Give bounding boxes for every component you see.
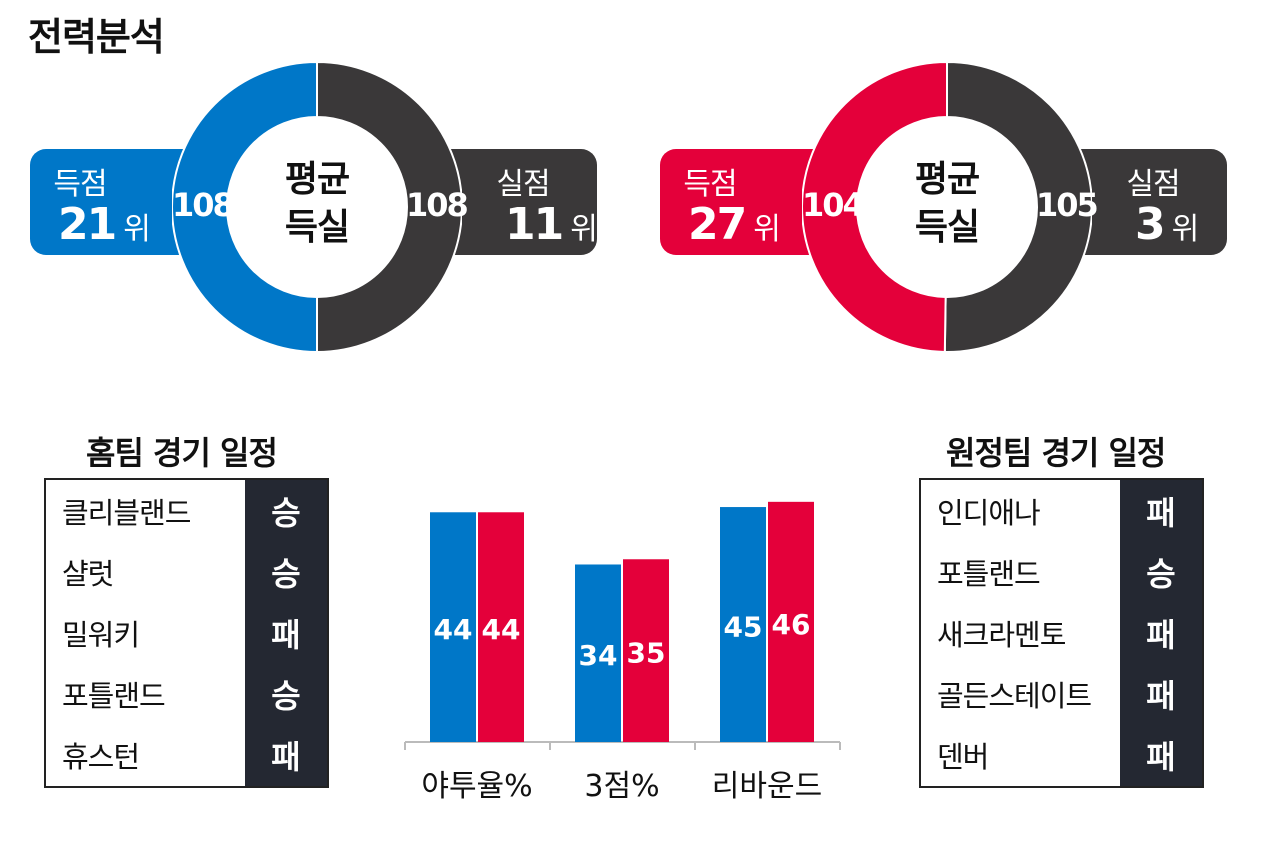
- game-result: 패: [1146, 738, 1176, 776]
- bar: [768, 501, 814, 742]
- away-donut-chart: 104 105 평균 득실: [802, 62, 1099, 352]
- table-row: 포틀랜드 승: [46, 663, 327, 725]
- data-label: 46: [772, 608, 811, 641]
- away-scored-rank: 27 위: [688, 199, 781, 250]
- stats-bar-chart: 44 44 야투율% 34 35 3점% 45 46 리바운드: [400, 470, 850, 810]
- table-row: 골든스테이트 패: [921, 663, 1202, 725]
- game-result: 패: [1146, 494, 1176, 532]
- opponent-name: 골든스테이트: [937, 679, 1092, 713]
- data-label: 34: [579, 639, 618, 672]
- home-schedule-title: 홈팀 경기 일정: [86, 434, 278, 472]
- home-avg-allowed-value: 108: [406, 186, 469, 224]
- game-result: 패: [1146, 677, 1176, 715]
- table-row: 샬럿 승: [46, 541, 327, 603]
- opponent-name: 밀워키: [62, 618, 140, 652]
- opponent-name: 클리블랜드: [62, 496, 191, 530]
- data-label: 35: [627, 637, 666, 670]
- table-row: 클리블랜드 승: [46, 480, 327, 542]
- opponent-name: 새크라멘토: [937, 618, 1066, 652]
- category-label: 야투율%: [421, 769, 532, 804]
- home-allowed-label: 실점: [496, 167, 550, 202]
- opponent-name: 포틀랜드: [62, 679, 166, 713]
- home-donut-center-label: 평균 득실: [284, 159, 350, 248]
- donut-slice-allowed: [316, 62, 462, 352]
- donut-slice-scored: [802, 62, 948, 352]
- game-result: 승: [1146, 555, 1176, 593]
- away-allowed-label: 실점: [1126, 167, 1180, 202]
- away-schedule-title: 원정팀 경기 일정: [946, 434, 1166, 472]
- bar: [430, 512, 476, 742]
- table-row: 덴버 패: [921, 724, 1202, 786]
- table-row: 포틀랜드 승: [921, 541, 1202, 603]
- game-result: 패: [271, 616, 301, 654]
- away-avg-allowed-value: 105: [1036, 186, 1099, 224]
- bar: [478, 512, 524, 742]
- opponent-name: 인디애나: [937, 496, 1041, 530]
- opponent-name: 샬럿: [62, 557, 114, 591]
- data-label: 44: [434, 613, 473, 646]
- game-result: 승: [271, 494, 301, 532]
- home-result-column: [245, 480, 327, 786]
- home-scored-label: 득점: [53, 167, 107, 202]
- home-schedule-table: 클리블랜드 승 샬럿 승 밀워키 패 포틀랜드 승 휴스턴 패: [44, 478, 329, 788]
- opponent-name: 휴스턴: [62, 740, 140, 774]
- table-row: 휴스턴 패: [46, 724, 327, 786]
- table-row: 밀워키 패: [46, 602, 327, 664]
- data-label: 44: [482, 613, 521, 646]
- bar: [623, 559, 669, 742]
- game-result: 패: [1146, 616, 1176, 654]
- opponent-name: 덴버: [937, 740, 989, 774]
- home-summary: 득점 21 위 실점 11 위 108 108 평균 득실: [30, 62, 630, 354]
- category-label: 리바운드: [712, 769, 822, 804]
- away-donut-center-label: 평균 득실: [914, 159, 980, 248]
- bar: [575, 564, 621, 742]
- page-title: 전력분석: [28, 15, 165, 59]
- data-label: 45: [724, 611, 763, 644]
- donut-slice-scored: [172, 62, 318, 352]
- donut-slice-allowed: [943, 62, 1092, 352]
- game-result: 패: [271, 738, 301, 776]
- table-row: 인디애나 패: [921, 480, 1202, 542]
- away-avg-scored-value: 104: [802, 186, 865, 224]
- table-row: 새크라멘토 패: [921, 602, 1202, 664]
- home-allowed-rank: 11 위: [505, 199, 598, 250]
- home-donut-chart: 108 108 평균 득실: [172, 62, 469, 352]
- away-scored-label: 득점: [683, 167, 737, 202]
- away-result-column: [1120, 480, 1202, 786]
- away-schedule-table: 인디애나 패 포틀랜드 승 새크라멘토 패 골든스테이트 패 덴버 패: [919, 478, 1204, 788]
- game-result: 승: [271, 555, 301, 593]
- game-result: 승: [271, 677, 301, 715]
- bar: [720, 507, 766, 742]
- opponent-name: 포틀랜드: [937, 557, 1041, 591]
- home-avg-scored-value: 108: [172, 186, 235, 224]
- home-scored-rank: 21 위: [58, 199, 151, 250]
- category-label: 3점%: [584, 769, 659, 804]
